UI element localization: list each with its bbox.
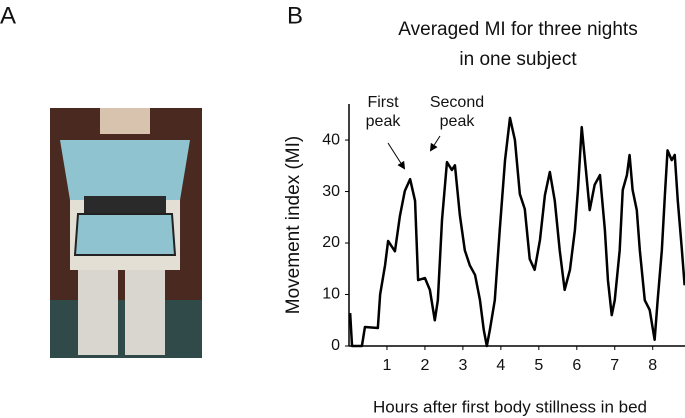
- annotation: Second: [430, 94, 484, 111]
- panel-label: B: [287, 2, 303, 29]
- chart-title: Averaged MI for three nights: [398, 19, 637, 40]
- arrow: [387, 142, 406, 170]
- x-axis-label: Hours after first body stillness in bed: [373, 397, 647, 416]
- annotation: First: [367, 94, 399, 111]
- y-tick-label: 40: [322, 131, 340, 148]
- arrow: [429, 135, 441, 152]
- y-tick-label: 20: [322, 234, 340, 251]
- data-line: [348, 116, 685, 348]
- x-tick-label: 4: [496, 357, 505, 374]
- x-tick-label: 8: [648, 357, 657, 374]
- x-tick-label: 1: [383, 357, 392, 374]
- annotation: peak: [440, 113, 476, 130]
- x-tick-label: 3: [458, 357, 467, 374]
- y-tick-label: 30: [322, 183, 340, 200]
- x-tick-label: 7: [610, 357, 619, 374]
- chart-title: in one subject: [459, 49, 577, 70]
- y-tick-label: 10: [322, 286, 340, 303]
- x-tick-label: 5: [534, 357, 543, 374]
- x-tick-label: 2: [420, 357, 429, 374]
- y-tick-label: 0: [331, 337, 340, 354]
- y-axis-label: Movement index (MI): [283, 136, 304, 314]
- annotation: peak: [366, 113, 402, 130]
- x-tick-label: 6: [572, 357, 581, 374]
- panel-label: A: [0, 2, 16, 29]
- photo: [50, 108, 202, 358]
